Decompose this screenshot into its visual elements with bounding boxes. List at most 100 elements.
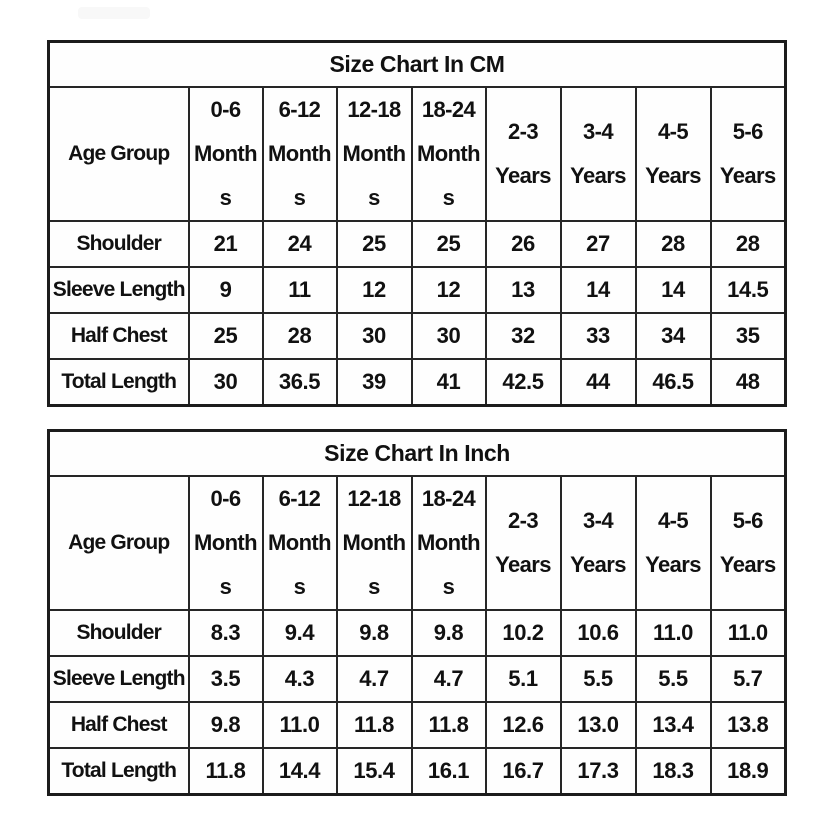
value-cell: 11 [261,266,338,314]
value-cell: 17.3 [559,747,637,796]
value-cell: 48 [709,358,787,407]
table-title: Size Chart In Inch [47,429,787,477]
age-column-header: 12-18 Month s [335,86,413,222]
table-row: Shoulder 8.3 9.4 9.8 9.8 10.2 10.6 11.0 … [47,609,787,657]
value-cell: 11.0 [709,609,787,657]
table-header-row: Age Group 0-6 Month s 6-12 Month s 12-18 Mont… [47,86,787,222]
value-cell: 9.4 [261,609,338,657]
value-cell: 4.3 [261,655,338,703]
age-column-header: 18-24 Month s [410,475,487,611]
value-cell: 8.3 [187,609,264,657]
value-cell: 18.3 [634,747,712,796]
age-column-header: 3-4 Years [559,86,637,222]
value-cell: 25 [410,220,487,268]
value-cell: 4.7 [335,655,413,703]
table-row: Half Chest 25 28 30 30 32 33 34 35 [47,312,787,360]
value-cell: 34 [634,312,712,360]
age-column-header: 0-6 Month s [187,86,264,222]
row-label-cell: Total Length [47,747,190,796]
value-cell: 11.0 [634,609,712,657]
value-cell: 13.4 [634,701,712,749]
table-title-row: Size Chart In CM [47,40,787,88]
value-cell: 14.4 [261,747,338,796]
value-cell: 13.8 [709,701,787,749]
table-row: Sleeve Length 3.5 4.3 4.7 4.7 5.1 5.5 5.… [47,655,787,703]
value-cell: 9.8 [410,609,487,657]
value-cell: 5.5 [634,655,712,703]
value-cell: 5.1 [484,655,562,703]
value-cell: 3.5 [187,655,264,703]
row-label-cell: Half Chest [47,701,190,749]
table-title-row: Size Chart In Inch [47,429,787,477]
value-cell: 11.8 [335,701,413,749]
age-group-header-cell: Age Group [47,86,190,222]
value-cell: 46.5 [634,358,712,407]
value-cell: 14 [634,266,712,314]
value-cell: 11.8 [187,747,264,796]
table-row: Half Chest 9.8 11.0 11.8 11.8 12.6 13.0 … [47,701,787,749]
age-column-header: 18-24 Month s [410,86,487,222]
value-cell: 33 [559,312,637,360]
size-chart-cm-table: Size Chart In CM Age Group 0-6 Month s 6-1… [47,40,788,407]
value-cell: 14.5 [709,266,787,314]
value-cell: 30 [335,312,413,360]
value-cell: 32 [484,312,562,360]
value-cell: 39 [335,358,413,407]
value-cell: 5.7 [709,655,787,703]
value-cell: 5.5 [559,655,637,703]
age-column-header: 0-6 Month s [187,475,264,611]
value-cell: 28 [709,220,787,268]
value-cell: 4.7 [410,655,487,703]
row-label-cell: Sleeve Length [47,266,190,314]
age-column-header: 6-12 Month s [261,475,338,611]
table-row: Sleeve Length 9 11 12 12 13 14 14 14.5 [47,266,787,314]
value-cell: 9.8 [187,701,264,749]
value-cell: 25 [335,220,413,268]
value-cell: 13.0 [559,701,637,749]
value-cell: 9 [187,266,264,314]
row-label-cell: Total Length [47,358,190,407]
row-label-cell: Shoulder [47,220,190,268]
size-chart-inch-table: Size Chart In Inch Age Group 0-6 Month s 6… [47,429,788,796]
value-cell: 44 [559,358,637,407]
age-column-header: 12-18 Month s [335,475,413,611]
value-cell: 27 [559,220,637,268]
age-column-header: 2-3 Years [484,475,562,611]
value-cell: 10.6 [559,609,637,657]
value-cell: 15.4 [335,747,413,796]
value-cell: 36.5 [261,358,338,407]
table-row: Shoulder 21 24 25 25 26 27 28 28 [47,220,787,268]
age-column-header: 4-5 Years [634,86,712,222]
value-cell: 21 [187,220,264,268]
age-column-header: 5-6 Years [709,86,787,222]
value-cell: 18.9 [709,747,787,796]
value-cell: 26 [484,220,562,268]
row-label-cell: Sleeve Length [47,655,190,703]
age-column-header: 2-3 Years [484,86,562,222]
value-cell: 28 [261,312,338,360]
value-cell: 10.2 [484,609,562,657]
value-cell: 30 [410,312,487,360]
row-label-cell: Half Chest [47,312,190,360]
value-cell: 25 [187,312,264,360]
value-cell: 24 [261,220,338,268]
row-label-cell: Shoulder [47,609,190,657]
value-cell: 13 [484,266,562,314]
age-column-header: 5-6 Years [709,475,787,611]
age-group-header-cell: Age Group [47,475,190,611]
value-cell: 11.0 [261,701,338,749]
age-column-header: 3-4 Years [559,475,637,611]
value-cell: 12.6 [484,701,562,749]
value-cell: 12 [335,266,413,314]
value-cell: 12 [410,266,487,314]
table-title: Size Chart In CM [47,40,787,88]
faint-top-left-bar [78,7,150,19]
value-cell: 14 [559,266,637,314]
value-cell: 35 [709,312,787,360]
table-row: Total Length 11.8 14.4 15.4 16.1 16.7 17… [47,747,787,796]
value-cell: 16.1 [410,747,487,796]
value-cell: 41 [410,358,487,407]
table-row: Total Length 30 36.5 39 41 42.5 44 46.5 … [47,358,787,407]
value-cell: 16.7 [484,747,562,796]
